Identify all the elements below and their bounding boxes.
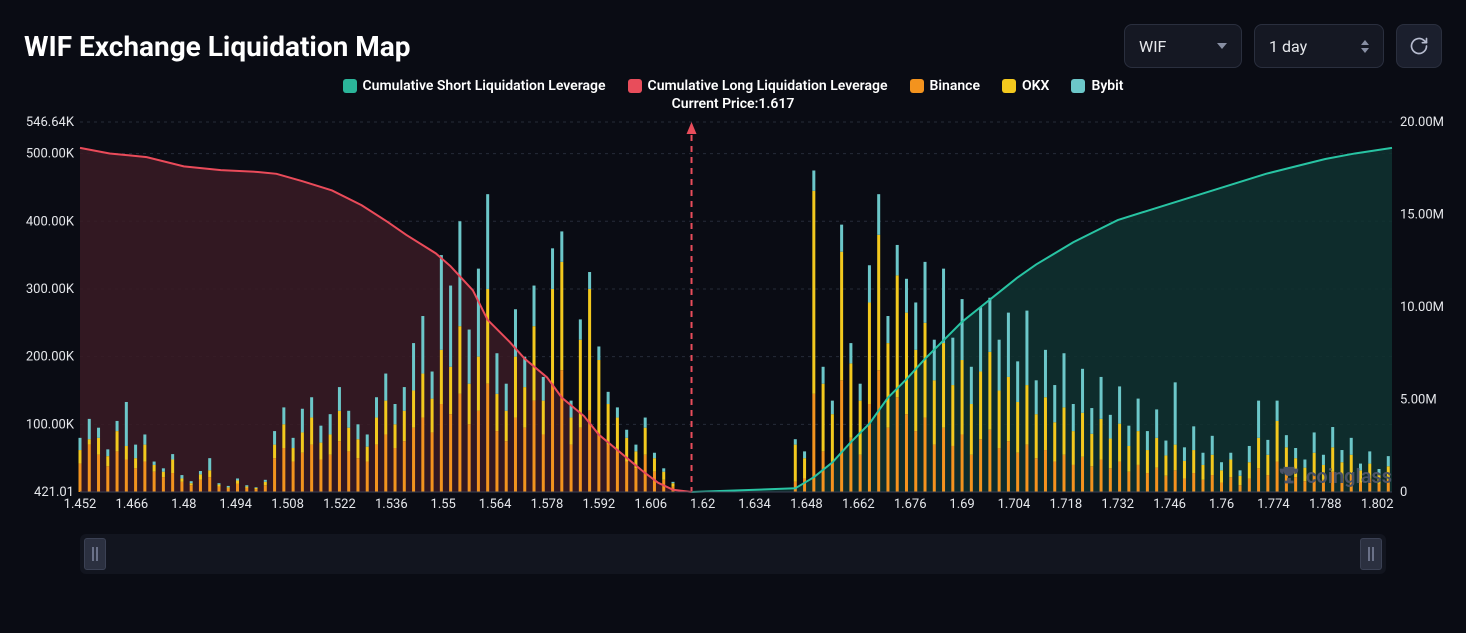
svg-text:1.536: 1.536 bbox=[375, 497, 408, 512]
svg-text:1.48: 1.48 bbox=[171, 497, 196, 512]
legend-item[interactable]: Cumulative Long Liquidation Leverage bbox=[628, 78, 888, 94]
legend-item[interactable]: OKX bbox=[1002, 78, 1049, 94]
svg-text:1.76: 1.76 bbox=[1209, 497, 1234, 512]
svg-text:1.564: 1.564 bbox=[479, 497, 512, 512]
timeframe-select-label: 1 day bbox=[1269, 37, 1307, 56]
svg-text:1.69: 1.69 bbox=[949, 497, 974, 512]
svg-text:1.746: 1.746 bbox=[1153, 497, 1186, 512]
svg-text:1.704: 1.704 bbox=[998, 497, 1031, 512]
refresh-icon bbox=[1409, 36, 1429, 56]
slider-handle-left[interactable] bbox=[84, 538, 106, 570]
legend-swatch bbox=[628, 79, 642, 93]
current-price-label: Current Price:1.617 bbox=[0, 96, 1466, 112]
legend-swatch bbox=[910, 79, 924, 93]
svg-text:1.578: 1.578 bbox=[531, 497, 564, 512]
svg-text:1.592: 1.592 bbox=[583, 497, 616, 512]
svg-text:1.718: 1.718 bbox=[1050, 497, 1083, 512]
range-slider[interactable] bbox=[80, 534, 1386, 574]
legend-label: Cumulative Short Liquidation Leverage bbox=[363, 78, 606, 94]
legend-label: Binance bbox=[930, 78, 981, 94]
svg-text:200.00K: 200.00K bbox=[26, 350, 75, 365]
legend-label: Bybit bbox=[1091, 78, 1123, 94]
header: WIF Exchange Liquidation Map WIF 1 day bbox=[0, 0, 1466, 76]
svg-text:1.508: 1.508 bbox=[271, 497, 304, 512]
legend-swatch bbox=[1002, 79, 1016, 93]
svg-text:500.00K: 500.00K bbox=[26, 147, 75, 162]
stepper-icon bbox=[1361, 40, 1369, 53]
svg-text:1.634: 1.634 bbox=[738, 497, 771, 512]
svg-text:0: 0 bbox=[1400, 485, 1407, 500]
symbol-select[interactable]: WIF bbox=[1124, 24, 1242, 68]
svg-text:1.466: 1.466 bbox=[116, 497, 149, 512]
legend-label: Cumulative Long Liquidation Leverage bbox=[648, 78, 888, 94]
svg-text:15.00M: 15.00M bbox=[1400, 208, 1444, 223]
slider-handle-right[interactable] bbox=[1360, 538, 1382, 570]
svg-text:1.774: 1.774 bbox=[1257, 497, 1290, 512]
svg-text:1.648: 1.648 bbox=[790, 497, 823, 512]
symbol-select-label: WIF bbox=[1139, 37, 1166, 56]
svg-text:300.00K: 300.00K bbox=[26, 282, 75, 297]
svg-text:20.00M: 20.00M bbox=[1400, 116, 1444, 130]
svg-text:1.662: 1.662 bbox=[842, 497, 875, 512]
svg-text:10.00M: 10.00M bbox=[1400, 300, 1444, 315]
legend-item[interactable]: Bybit bbox=[1071, 78, 1123, 94]
svg-text:5.00M: 5.00M bbox=[1400, 393, 1437, 408]
legend-swatch bbox=[1071, 79, 1085, 93]
svg-text:100.00K: 100.00K bbox=[26, 417, 75, 432]
legend-item[interactable]: Binance bbox=[910, 78, 981, 94]
svg-text:421.01: 421.01 bbox=[34, 485, 74, 500]
svg-text:1.494: 1.494 bbox=[219, 497, 252, 512]
svg-text:546.64K: 546.64K bbox=[26, 116, 75, 130]
svg-text:400.00K: 400.00K bbox=[26, 214, 75, 229]
svg-text:1.606: 1.606 bbox=[634, 497, 667, 512]
svg-text:1.522: 1.522 bbox=[323, 497, 356, 512]
legend-label: OKX bbox=[1022, 78, 1049, 94]
liquidation-chart: 1.4521.4661.481.4941.5081.5221.5361.551.… bbox=[18, 116, 1448, 514]
legend-swatch bbox=[343, 79, 357, 93]
timeframe-select[interactable]: 1 day bbox=[1254, 24, 1384, 68]
legend-item[interactable]: Cumulative Short Liquidation Leverage bbox=[343, 78, 606, 94]
svg-text:1.55: 1.55 bbox=[431, 497, 456, 512]
svg-text:1.676: 1.676 bbox=[894, 497, 927, 512]
refresh-button[interactable] bbox=[1396, 24, 1442, 68]
chevron-down-icon bbox=[1217, 43, 1227, 49]
chart-legend: Cumulative Short Liquidation Leverage Cum… bbox=[0, 78, 1466, 94]
svg-text:1.802: 1.802 bbox=[1361, 497, 1394, 512]
controls: WIF 1 day bbox=[1124, 24, 1442, 68]
svg-text:1.732: 1.732 bbox=[1101, 497, 1134, 512]
svg-text:1.62: 1.62 bbox=[690, 497, 715, 512]
svg-text:1.788: 1.788 bbox=[1309, 497, 1342, 512]
page-title: WIF Exchange Liquidation Map bbox=[24, 30, 411, 63]
